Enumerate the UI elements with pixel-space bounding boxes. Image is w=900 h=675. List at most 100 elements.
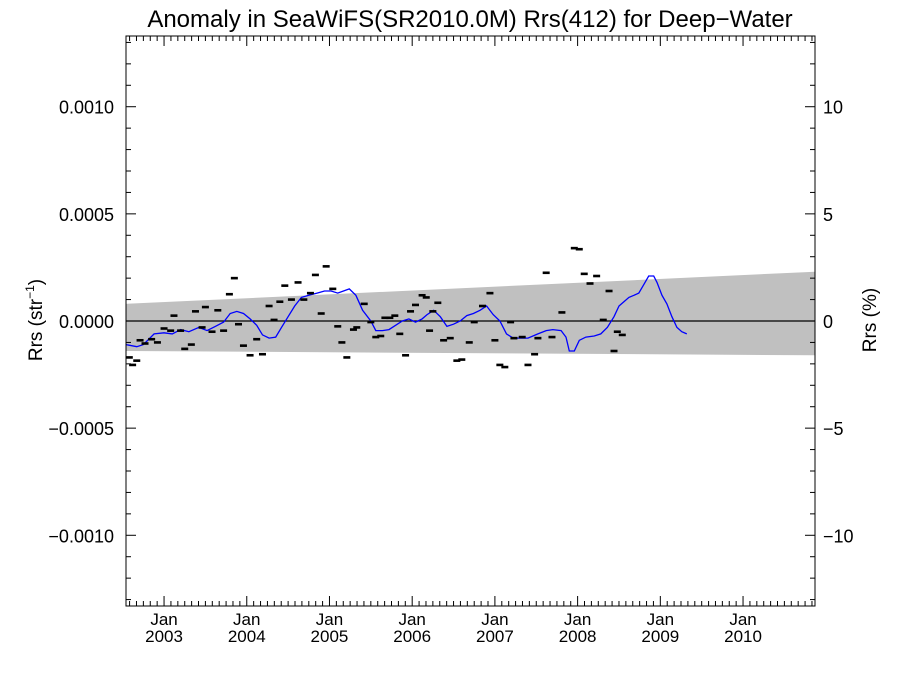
data-point-75 [534,336,542,340]
data-point-6 [153,341,161,344]
data-point-52 [407,310,415,313]
data-point-63 [465,341,473,344]
data-point-15 [201,305,209,309]
data-point-85 [605,289,613,293]
data-point-46 [377,334,385,338]
data-point-41 [349,328,357,331]
data-point-21 [234,322,242,326]
data-point-28 [276,300,284,304]
data-point-29 [281,284,289,287]
y-axis-right-label: Rrs (%) [860,288,881,352]
data-point-88 [618,333,626,337]
data-point-7 [160,327,168,330]
data-point-80 [575,247,583,251]
data-point-56 [426,329,434,332]
chart-title: Anomaly in SeaWiFS(SR2010.0M) Rrs(412) f… [147,6,792,33]
data-point-68 [496,363,504,367]
data-point-78 [558,311,566,314]
data-point-3 [136,338,144,342]
x-tick-year-label: 2006 [393,627,431,646]
data-point-54 [418,293,426,297]
data-point-70 [507,320,515,324]
data-point-61 [453,359,461,362]
x-tick-year-label: 2008 [559,627,597,646]
data-point-67 [491,338,499,342]
y-left-tick-label: −0.0010 [48,526,114,546]
data-point-31 [294,281,302,284]
data-point-53 [411,303,419,307]
data-point-11 [181,347,189,351]
data-point-84 [599,318,607,322]
data-point-77 [548,335,556,339]
data-point-17 [214,308,222,312]
data-point-35 [317,312,325,315]
x-tick-month-label: Jan [398,610,425,629]
data-point-13 [191,310,199,313]
data-point-83 [593,274,601,278]
data-point-69 [501,365,509,369]
data-point-86 [610,349,618,353]
data-point-76 [542,271,550,275]
x-tick-month-label: Jan [233,610,260,629]
x-tick-month-label: Jan [150,610,177,629]
data-point-47 [381,316,389,320]
y-right-tick-label: −10 [823,526,854,546]
x-tick-month-label: Jan [481,610,508,629]
data-point-37 [329,287,337,291]
y-axis-left-label-main: Rrs (str [26,298,47,361]
data-point-51 [402,353,410,357]
data-point-40 [343,356,351,359]
y-right-tick-label: 10 [823,98,843,118]
x-tick-year-label: 2005 [311,627,349,646]
x-tick-year-label: 2009 [641,627,679,646]
data-point-57 [429,310,437,313]
data-point-48 [386,316,394,320]
x-tick-month-label: Jan [647,610,674,629]
data-point-71 [510,336,518,340]
data-point-12 [187,343,195,346]
data-point-23 [246,353,254,357]
data-point-82 [586,282,594,285]
data-point-33 [306,291,314,295]
data-point-27 [270,318,278,322]
data-point-30 [287,298,295,301]
data-point-62 [458,358,466,361]
data-point-10 [177,329,185,332]
data-point-49 [391,314,399,317]
data-point-0 [125,356,133,359]
data-point-43 [360,302,368,306]
x-tick-year-label: 2010 [724,627,762,646]
y-left-tick-label: −0.0005 [48,419,114,439]
data-point-2 [133,359,141,362]
data-point-1 [129,363,137,367]
x-tick-year-label: 2007 [476,627,514,646]
x-tick-month-label: Jan [316,610,343,629]
data-point-58 [434,301,442,305]
x-tick-month-label: Jan [729,610,756,629]
data-point-65 [478,304,486,308]
y-axis-left-label-close: ) [26,279,47,285]
data-point-8 [167,329,175,332]
data-point-25 [258,352,266,356]
data-point-18 [220,329,228,332]
data-point-72 [518,335,526,339]
x-tick-year-label: 2003 [145,627,183,646]
y-axis-left-label: Rrs (str−1) [23,279,47,361]
x-tick-year-label: 2004 [228,627,266,646]
y-right-tick-label: 0 [823,312,833,332]
data-point-55 [422,296,430,299]
data-point-16 [208,330,216,334]
data-point-81 [580,272,588,276]
data-point-36 [322,265,330,268]
y-left-tick-label: 0.0000 [59,312,114,332]
data-point-45 [372,335,380,339]
x-tick-month-label: Jan [564,610,591,629]
data-points-layer [125,246,626,369]
data-point-38 [334,325,342,328]
data-point-4 [141,342,149,345]
data-point-20 [230,276,238,280]
data-point-60 [446,336,454,340]
data-point-44 [367,320,375,324]
uncertainty-band [126,271,815,356]
